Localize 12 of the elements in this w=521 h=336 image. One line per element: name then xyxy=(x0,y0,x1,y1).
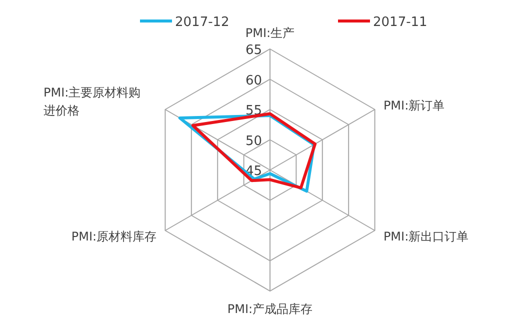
legend-label: 2017-12 xyxy=(175,15,230,30)
y-tick-label: 45 xyxy=(245,164,262,179)
legend-label: 2017-11 xyxy=(373,15,428,30)
spoke-label: PMI:生产 xyxy=(245,26,295,40)
spoke-label: PMI:产成品库存 xyxy=(227,302,313,316)
spoke-label: PMI:主要原材料购进价格 xyxy=(44,86,141,118)
y-tick-label: 65 xyxy=(245,43,262,58)
y-tick-label: 50 xyxy=(245,134,262,149)
spoke-label: PMI:新出口订单 xyxy=(383,230,469,244)
spoke-label: PMI:原材料库存 xyxy=(71,230,157,244)
spoke-label: PMI:新订单 xyxy=(383,98,445,112)
y-tick-label: 60 xyxy=(245,73,262,88)
